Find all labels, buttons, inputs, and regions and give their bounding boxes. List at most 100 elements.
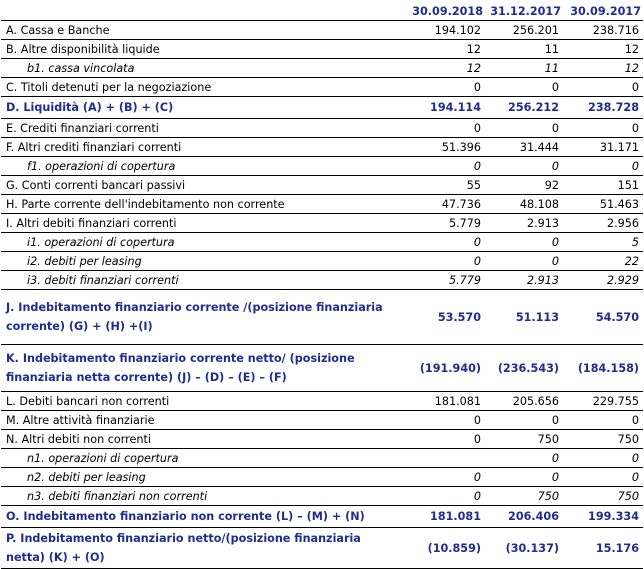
row-value: 15.176 — [563, 527, 643, 569]
row-value: 0 — [563, 118, 643, 138]
row-value: (184.158) — [563, 344, 643, 392]
row-label: M. Altre attività finanziarie — [1, 410, 385, 430]
row-value: 206.406 — [485, 505, 563, 528]
row-value: 0 — [563, 77, 643, 97]
row-value: 51.113 — [485, 289, 563, 345]
row-value: 151 — [563, 175, 643, 195]
row-value: 12 — [385, 39, 485, 59]
row-label: n3. debiti finanziari non correnti — [1, 486, 385, 506]
row-value: 256.212 — [485, 96, 563, 119]
row-value: 0 — [485, 251, 563, 271]
row-value: 53.570 — [385, 289, 485, 345]
row-value: 238.716 — [563, 20, 643, 40]
row-value: 0 — [385, 232, 485, 252]
row-value: 47.736 — [385, 194, 485, 214]
row-value: 2.956 — [563, 213, 643, 233]
row-value: 2.929 — [563, 270, 643, 290]
table-row: L. Debiti bancari non correnti 181.081 205… — [1, 391, 643, 411]
table-row: n2. debiti per leasing 0 0 0 — [1, 467, 643, 487]
row-value: 11 — [485, 58, 563, 78]
row-value: 0 — [485, 232, 563, 252]
row-value: 181.081 — [385, 505, 485, 528]
table-row: C. Titoli detenuti per la negoziazione 0 0… — [1, 77, 643, 97]
row-value: 48.108 — [485, 194, 563, 214]
row-value: (236.543) — [485, 344, 563, 392]
row-label: i1. operazioni di copertura — [1, 232, 385, 252]
table-row: f1. operazioni di copertura 0 0 0 — [1, 156, 643, 176]
row-label: I. Altri debiti finanziari correnti — [1, 213, 385, 233]
row-value: 750 — [563, 429, 643, 449]
row-value: 11 — [485, 39, 563, 59]
row-value: 0 — [563, 467, 643, 487]
row-value: 12 — [563, 39, 643, 59]
row-value: 31.171 — [563, 137, 643, 157]
row-value: 54.570 — [563, 289, 643, 345]
row-value: 22 — [563, 251, 643, 271]
row-label: L. Debiti bancari non correnti — [1, 391, 385, 411]
table-row: I. Altri debiti finanziari correnti 5.779… — [1, 213, 643, 233]
table-row: F. Altri crediti finanziari correnti 51.3… — [1, 137, 643, 157]
row-value: (191.940) — [385, 344, 485, 392]
row-label: n2. debiti per leasing — [1, 467, 385, 487]
row-value: 199.334 — [563, 505, 643, 528]
row-value: 55 — [385, 175, 485, 195]
table-row: N. Altri debiti non correnti 0 750 750 — [1, 429, 643, 449]
row-value: 0 — [385, 486, 485, 506]
row-value: 5 — [563, 232, 643, 252]
row-value: 92 — [485, 175, 563, 195]
row-value: 0 — [485, 156, 563, 176]
row-value: 0 — [485, 448, 563, 468]
row-value: 0 — [385, 429, 485, 449]
row-value: 31.444 — [485, 137, 563, 157]
row-label: N. Altri debiti non correnti — [1, 429, 385, 449]
row-value: 0 — [385, 77, 485, 97]
row-label: i3. debiti finanziari correnti — [1, 270, 385, 290]
row-label: E. Crediti finanziari correnti — [1, 118, 385, 138]
table-row: M. Altre attività finanziarie 0 0 0 — [1, 410, 643, 430]
row-value: 0 — [485, 467, 563, 487]
row-value: 0 — [385, 251, 485, 271]
row-value: 0 — [485, 77, 563, 97]
row-value: (10.859) — [385, 527, 485, 569]
row-value: 238.728 — [563, 96, 643, 119]
row-value: (30.137) — [485, 527, 563, 569]
row-value: 0 — [385, 410, 485, 430]
table-row: K. Indebitamento finanziario corrente ne… — [1, 344, 643, 392]
row-value: 181.081 — [385, 391, 485, 411]
row-value: 194.114 — [385, 96, 485, 119]
table-row: G. Conti correnti bancari passivi 55 92 151 — [1, 175, 643, 195]
table-row: O. Indebitamento finanziario non corrent… — [1, 505, 643, 528]
table-row: i1. operazioni di copertura 0 0 5 — [1, 232, 643, 252]
row-value: 205.656 — [485, 391, 563, 411]
row-label: K. Indebitamento finanziario corrente ne… — [1, 344, 385, 392]
row-label: J. Indebitamento finanziario corrente /(… — [1, 289, 385, 345]
row-value: 194.102 — [385, 20, 485, 40]
row-value — [385, 448, 485, 468]
row-value: 0 — [563, 448, 643, 468]
row-label: C. Titoli detenuti per la negoziazione — [1, 77, 385, 97]
row-value: 5.779 — [385, 270, 485, 290]
row-value: 256.201 — [485, 20, 563, 40]
row-label: f1. operazioni di copertura — [1, 156, 385, 176]
table-row: n3. debiti finanziari non correnti 0 750 75… — [1, 486, 643, 506]
row-value: 0 — [485, 118, 563, 138]
row-label: n1. operazioni di copertura — [1, 448, 385, 468]
row-value: 0 — [485, 410, 563, 430]
row-value: 0 — [385, 156, 485, 176]
row-value: 229.755 — [563, 391, 643, 411]
table-body: A. Cassa e Banche 194.102 256.201 238.716 B.… — [1, 20, 643, 569]
row-label: G. Conti correnti bancari passivi — [1, 175, 385, 195]
table-row: B. Altre disponibilità liquide 12 11 12 — [1, 39, 643, 59]
table-row: P. Indebitamento finanziario netto/(posi… — [1, 527, 643, 569]
row-value: 0 — [385, 467, 485, 487]
row-value: 750 — [563, 486, 643, 506]
table-row: D. Liquidità (A) + (B) + (C) 194.114 256.2… — [1, 96, 643, 119]
row-value: 12 — [563, 58, 643, 78]
row-label: A. Cassa e Banche — [1, 20, 385, 40]
row-value: 12 — [385, 58, 485, 78]
row-value: 5.779 — [385, 213, 485, 233]
row-value: 0 — [385, 118, 485, 138]
row-label: O. Indebitamento finanziario non corrent… — [1, 505, 385, 528]
header-period: 31.12.2017 — [485, 2, 563, 21]
row-value: 2.913 — [485, 270, 563, 290]
